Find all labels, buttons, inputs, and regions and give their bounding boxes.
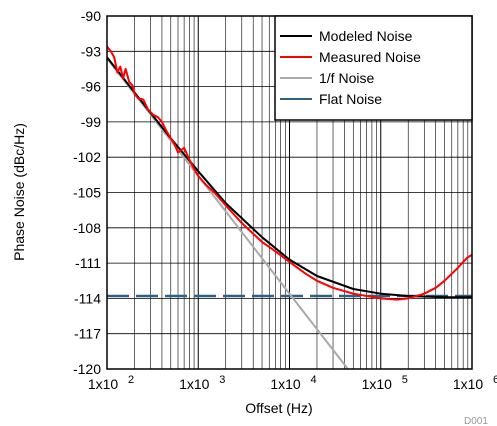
x-tick-exponent: 6: [493, 374, 497, 386]
y-tick-label: -111: [75, 255, 101, 271]
legend-box: [274, 15, 473, 121]
x-tick-base: 1x10: [453, 376, 484, 392]
y-tick-label: -93: [81, 43, 101, 59]
x-tick-label: 1x10 3: [179, 374, 225, 392]
x-tick-label: 1x10 2: [88, 374, 134, 392]
x-tick-base: 1x10: [362, 376, 393, 392]
series-layer: [107, 45, 472, 369]
y-tick-label: -108: [73, 220, 101, 236]
y-tick-labels: -90 -93 -96 -99 -102 -105 -108 -111 -114 -117 -120: [73, 8, 101, 377]
x-tick-label: 1x10 5: [362, 374, 408, 392]
x-tick-exponent: 3: [219, 374, 225, 386]
x-tick-base: 1x10: [270, 376, 301, 392]
legend: Modeled Noise Measured Noise 1/f Noise Flat…: [274, 15, 473, 121]
legend-entry: Flat Noise: [319, 91, 382, 107]
legend-entry: Measured Noise: [319, 49, 421, 65]
y-tick-label: -120: [73, 361, 101, 377]
y-tick-label: -105: [73, 185, 101, 201]
x-tick-label: 1x10 4: [270, 374, 316, 392]
x-axis-label: Offset (Hz): [245, 400, 312, 416]
x-tick-exponent: 2: [128, 374, 134, 386]
figure-id-label: D001: [464, 416, 488, 426]
x-tick-exponent: 5: [402, 374, 408, 386]
y-tick-label: -90: [81, 8, 101, 24]
series-line-1-f-noise: [107, 57, 350, 369]
y-axis-label: Phase Noise (dBc/Hz): [11, 123, 27, 261]
x-tick-exponent: 4: [311, 374, 317, 386]
y-tick-label: -102: [73, 149, 101, 165]
y-tick-label: -96: [81, 79, 101, 95]
x-tick-base: 1x10: [179, 376, 210, 392]
series-line-measured-noise: [107, 45, 472, 301]
legend-entry: Modeled Noise: [319, 28, 413, 44]
x-tick-labels: 1x10 2 1x10 3 1x10 4 1x10 5 1x10 6: [88, 374, 497, 392]
x-tick-label: 1x10 6: [453, 374, 497, 392]
legend-entry: 1/f Noise: [319, 70, 374, 86]
x-tick-base: 1x10: [88, 376, 119, 392]
y-tick-label: -114: [74, 290, 101, 306]
y-tick-label: -99: [81, 114, 101, 130]
y-tick-label: -117: [74, 326, 101, 342]
